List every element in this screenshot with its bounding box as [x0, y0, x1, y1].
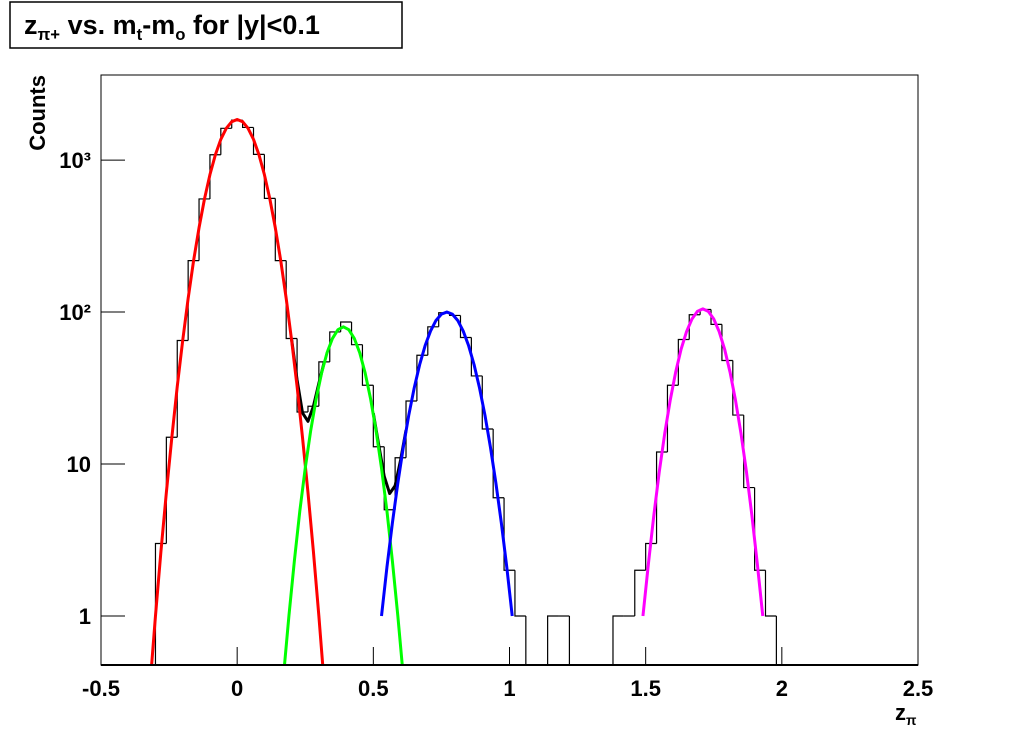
text-part: for |y|<0.1 — [185, 10, 319, 40]
histogram-bin — [525, 616, 527, 665]
histogram-bin — [198, 198, 210, 261]
title-box — [9, 1, 403, 49]
y-axis-label: Counts — [25, 75, 50, 151]
subscript: π — [906, 713, 917, 728]
x-tick-label: 1.5 — [630, 676, 661, 701]
x-tick-label: 0 — [231, 676, 243, 701]
y-tick-label: 10² — [59, 300, 91, 325]
histogram-bin — [775, 616, 788, 665]
histogram-bin — [514, 570, 526, 617]
histogram-bin — [492, 429, 505, 499]
y-tick-label: 10 — [67, 452, 91, 477]
histogram-bin — [547, 615, 559, 665]
fit-curve — [282, 325, 404, 665]
fit-curve — [380, 310, 514, 617]
histogram-bin — [743, 415, 755, 489]
histogram-bin — [645, 542, 657, 571]
histogram-bin — [416, 354, 428, 401]
histogram-bin — [209, 154, 221, 199]
fit-curve — [150, 117, 325, 665]
x-tick-label: 1 — [503, 676, 515, 701]
histogram-bin — [296, 338, 308, 413]
text-part: z — [895, 700, 906, 725]
histogram-bin — [655, 451, 668, 544]
text-part: vs. m — [60, 10, 137, 40]
histogram-bin — [764, 570, 777, 617]
histogram-bin — [612, 615, 624, 665]
x-tick-label: -0.5 — [82, 676, 120, 701]
subscript: π+ — [38, 25, 61, 44]
histogram-bin — [187, 260, 200, 341]
text-part: z — [24, 10, 38, 40]
x-tick-label: 0.5 — [358, 676, 389, 701]
histogram-bin — [285, 260, 298, 340]
subscript: o — [175, 25, 185, 44]
fit-curve — [641, 307, 765, 617]
x-tick-label: 2 — [776, 676, 788, 701]
histogram-bin — [503, 497, 515, 571]
chart-title: zπ+ vs. mt-mo for |y|<0.1 — [24, 10, 320, 44]
histogram-bin — [754, 487, 766, 571]
y-tick-label: 10³ — [59, 148, 91, 173]
histogram-bin — [568, 616, 571, 665]
text-part: -m — [142, 10, 175, 40]
histogram-bin — [350, 322, 363, 346]
y-tick-label: 1 — [79, 604, 91, 629]
subscript: t — [137, 25, 143, 44]
histogram-bin — [634, 569, 646, 617]
plot-area — [150, 117, 788, 665]
histogram-bin — [481, 375, 494, 430]
histogram-bin — [372, 385, 385, 448]
histogram-bin — [176, 339, 189, 438]
histogram-bin — [274, 198, 287, 262]
histogram-bin — [427, 326, 439, 356]
x-axis-label: zπ — [895, 700, 917, 728]
x-tick-label: 2.5 — [903, 676, 934, 701]
histogram-bin — [666, 384, 679, 452]
